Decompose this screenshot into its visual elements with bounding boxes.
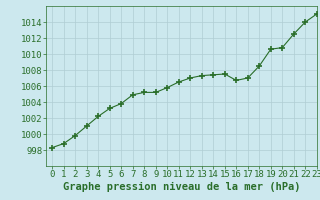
X-axis label: Graphe pression niveau de la mer (hPa): Graphe pression niveau de la mer (hPa) bbox=[63, 182, 300, 192]
